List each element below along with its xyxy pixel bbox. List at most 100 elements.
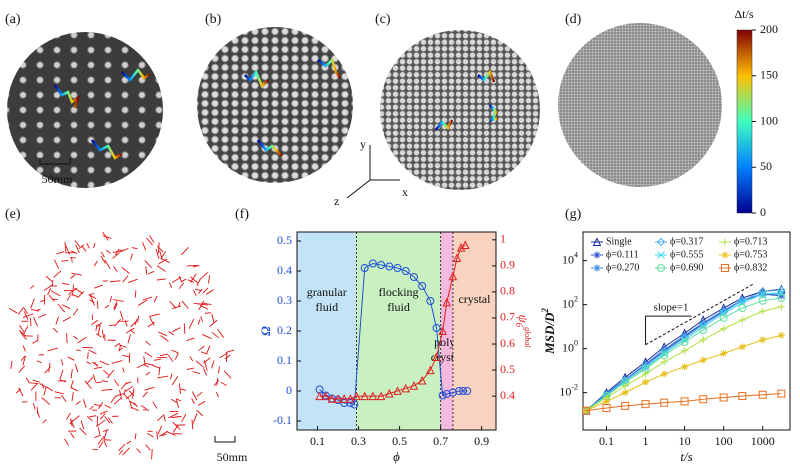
velocity-arrow xyxy=(198,345,205,352)
velocity-arrow xyxy=(103,430,108,441)
velocity-arrow xyxy=(125,327,135,334)
marker xyxy=(350,400,359,409)
velocity-arrow xyxy=(192,371,201,375)
marker xyxy=(660,349,669,358)
velocity-arrow xyxy=(137,315,140,323)
velocity-arrow xyxy=(73,335,78,340)
velocity-arrow xyxy=(104,415,111,424)
velocity-arrow xyxy=(98,441,104,448)
velocity-arrow xyxy=(22,345,26,352)
velocity-arrow xyxy=(178,282,184,289)
legend-label: ϕ=0.690 xyxy=(670,262,703,273)
velocity-arrow xyxy=(52,327,59,333)
marker xyxy=(642,378,650,386)
region-label: fluid xyxy=(315,300,338,314)
y2-tick-label: 1 xyxy=(500,232,506,246)
panel-label: (e) xyxy=(5,207,21,222)
velocity-arrow xyxy=(171,415,182,419)
marker xyxy=(385,262,394,271)
velocity-arrow xyxy=(95,325,98,331)
x-tick-label: 0.3 xyxy=(351,434,366,448)
velocity-arrow xyxy=(130,253,133,260)
velocity-arrow xyxy=(187,279,194,283)
velocity-arrow xyxy=(156,278,166,281)
photo-a xyxy=(7,32,163,188)
velocity-arrow xyxy=(72,415,80,422)
velocity-arrow xyxy=(104,404,112,409)
velocity-arrow xyxy=(61,394,67,403)
velocity-arrow xyxy=(118,344,127,348)
marker xyxy=(339,394,349,403)
velocity-arrow xyxy=(92,374,96,382)
velocity-arrow xyxy=(149,317,155,326)
panel-label: (d) xyxy=(565,12,582,27)
legend-label: ϕ=0.555 xyxy=(670,249,703,260)
y-tick-label: 0.5 xyxy=(277,233,292,247)
x-tick-label: 0.7 xyxy=(433,434,448,448)
velocity-arrow xyxy=(54,259,60,269)
marker xyxy=(582,407,590,415)
series-line xyxy=(585,334,782,412)
velocity-arrow xyxy=(171,349,179,354)
marker xyxy=(699,395,708,404)
velocity-arrow xyxy=(178,301,181,308)
velocity-arrow xyxy=(86,243,90,249)
marker xyxy=(352,391,361,401)
marker xyxy=(719,393,728,402)
series-line xyxy=(585,297,782,412)
velocity-arrow xyxy=(192,289,197,296)
marker xyxy=(681,347,689,355)
velocity-arrow xyxy=(142,242,147,251)
velocity-arrow xyxy=(22,355,27,366)
legend-label: Single xyxy=(606,236,632,247)
velocity-arrow xyxy=(224,354,231,360)
velocity-arrow xyxy=(66,412,71,420)
series-line xyxy=(586,393,782,412)
velocity-arrow xyxy=(91,361,99,366)
y-tick-label: 102 xyxy=(562,294,578,310)
velocity-arrow xyxy=(30,382,38,391)
marker xyxy=(777,331,785,339)
velocity-arrow xyxy=(124,320,128,327)
marker xyxy=(738,392,747,401)
velocity-arrow xyxy=(213,380,220,387)
velocity-arrow xyxy=(156,245,164,253)
velocity-arrow xyxy=(109,324,116,327)
velocity-arrow xyxy=(22,313,34,318)
marker xyxy=(680,338,689,346)
velocity-arrow xyxy=(60,359,64,366)
velocity-arrow xyxy=(30,298,35,309)
velocity-arrow xyxy=(147,321,156,328)
velocity-arrow xyxy=(107,417,113,424)
y-tick-label: 0.3 xyxy=(277,293,292,307)
marker xyxy=(738,296,746,304)
velocity-arrow xyxy=(173,432,182,435)
velocity-arrow xyxy=(161,258,170,264)
region-label: fluid xyxy=(387,300,410,314)
velocity-arrow xyxy=(134,318,138,326)
legend-label: ϕ=0.270 xyxy=(606,262,639,273)
text-part: MSD/D xyxy=(542,312,557,355)
marker xyxy=(721,264,729,272)
text-part: 6 xyxy=(514,323,524,328)
velocity-arrow xyxy=(197,401,206,406)
velocity-arrow xyxy=(47,347,59,352)
marker xyxy=(426,365,435,375)
velocity-arrow xyxy=(189,273,197,283)
velocity-arrow xyxy=(104,334,106,341)
velocity-arrow xyxy=(145,371,151,376)
velocity-arrow xyxy=(157,425,163,435)
velocity-arrow xyxy=(25,377,30,383)
marker xyxy=(346,394,355,403)
velocity-arrow xyxy=(188,318,195,329)
velocity-arrow xyxy=(119,389,123,400)
marker xyxy=(438,391,447,400)
velocity-arrow xyxy=(55,316,59,325)
velocity-arrow xyxy=(54,391,64,395)
velocity-arrow xyxy=(70,369,73,379)
velocity-arrow xyxy=(36,360,42,364)
velocity-arrow xyxy=(134,290,137,298)
velocity-arrow xyxy=(176,399,180,408)
scale-label: 50mm xyxy=(217,450,248,464)
velocity-arrow xyxy=(168,354,174,362)
